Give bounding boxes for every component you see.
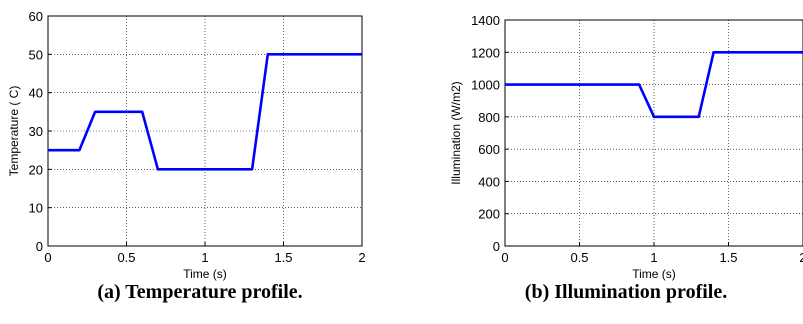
temperature-series-line — [48, 53, 362, 171]
temperature-y-tick-label: 0 — [36, 239, 43, 254]
illumination-chart: 0 0.5 1 1.5 2 0 200 400 600 800 1000 1200 1400 Time (… — [449, 13, 803, 303]
temperature-y-tick-label: 40 — [29, 86, 43, 101]
illumination-x-axis-label: Time (s) — [632, 267, 676, 281]
illumination-y-tick-label: 200 — [478, 207, 500, 222]
temperature-y-tick-label: 30 — [29, 124, 43, 139]
illumination-axes-box — [504, 19, 803, 247]
illumination-y-tick-label: 1400 — [471, 13, 500, 28]
temperature-y-tick-label: 10 — [29, 201, 43, 216]
temperature-x-tick-label: 2 — [358, 250, 365, 265]
temperature-y-tick-label: 60 — [29, 9, 43, 24]
temperature-x-axis-label: Time (s) — [183, 267, 227, 281]
temperature-x-tick-label: 1.5 — [274, 250, 292, 265]
illumination-y-axis-label: Illumination (W/m2) — [449, 81, 463, 184]
illumination-y-tick-label: 400 — [478, 174, 500, 189]
temperature-x-tick-label: 0.5 — [117, 250, 135, 265]
illumination-x-tick-label: 2 — [799, 250, 803, 265]
illumination-y-tick-label: 0 — [493, 239, 500, 254]
illumination-x-tick-label: 1 — [650, 250, 657, 265]
illumination-y-tick-label: 800 — [478, 110, 500, 125]
illumination-x-tick-label: 0 — [501, 250, 508, 265]
illumination-x-tick-label: 0.5 — [570, 250, 588, 265]
illumination-caption: (b) Illumination profile. — [525, 281, 727, 303]
illumination-y-tick-label: 1000 — [471, 78, 500, 93]
illumination-y-tick-label: 1200 — [471, 45, 500, 60]
temperature-caption: (a) Temperature profile. — [97, 281, 302, 303]
illumination-x-tick-label: 1.5 — [719, 250, 737, 265]
illumination-y-tick-label: 600 — [478, 142, 500, 157]
temperature-y-axis-label: Temperature ( C) — [7, 86, 21, 177]
temperature-x-tick-label: 0 — [44, 250, 51, 265]
temperature-y-tick-label: 50 — [29, 47, 43, 62]
illumination-series-line — [505, 50, 803, 119]
temperature-y-tick-label: 20 — [29, 162, 43, 177]
temperature-x-tick-label: 1 — [201, 250, 208, 265]
